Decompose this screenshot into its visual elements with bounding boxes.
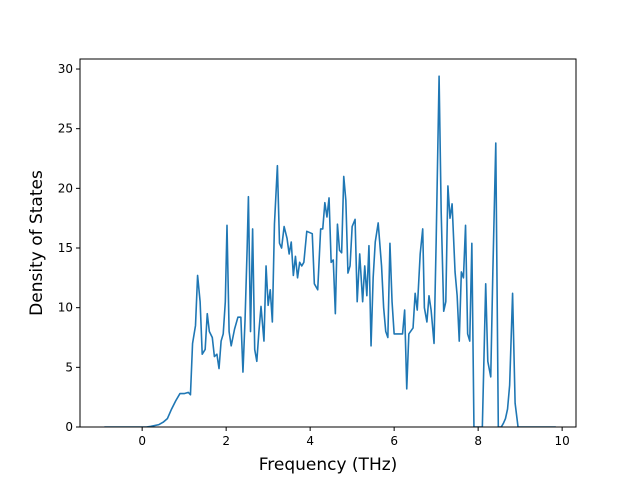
y-tick-label: 15 bbox=[58, 241, 73, 255]
y-tick-label: 0 bbox=[65, 420, 73, 434]
x-tick-label: 6 bbox=[390, 434, 398, 448]
x-tick-label: 10 bbox=[554, 434, 569, 448]
y-tick-label: 30 bbox=[58, 62, 73, 76]
y-tick-label: 5 bbox=[65, 360, 73, 374]
dos-line bbox=[104, 75, 556, 427]
x-axis-label: Frequency (THz) bbox=[259, 455, 398, 475]
y-axis-label: Density of States bbox=[27, 170, 47, 316]
x-tick-label: 0 bbox=[138, 434, 146, 448]
x-tick-label: 4 bbox=[306, 434, 314, 448]
x-tick-label: 8 bbox=[474, 434, 482, 448]
y-tick-label: 20 bbox=[58, 181, 73, 195]
axes-frame bbox=[79, 58, 577, 428]
y-tick-label: 25 bbox=[58, 122, 73, 136]
y-tick-label: 10 bbox=[58, 301, 73, 315]
x-tick-label: 2 bbox=[222, 434, 230, 448]
